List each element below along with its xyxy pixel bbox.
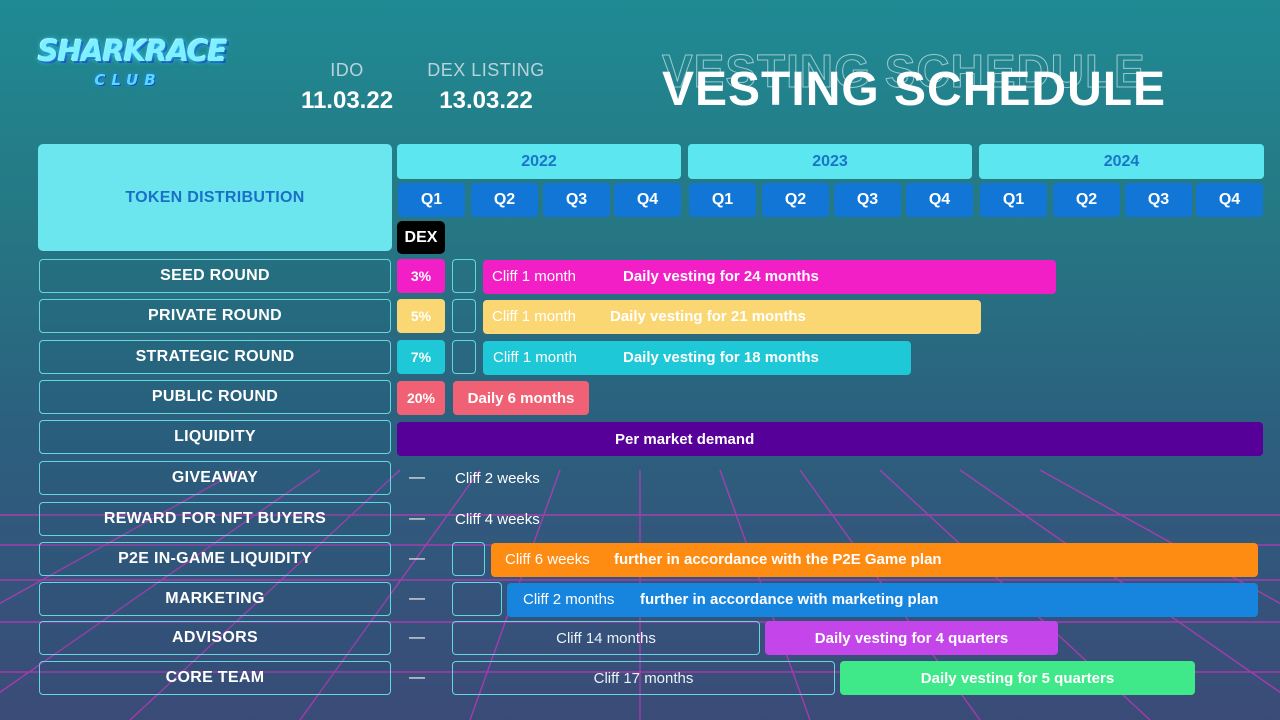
seed-round-vesting-text: Daily vesting for 24 months [623,268,819,285]
quarter-2022-q3: Q3 [543,183,610,217]
page-title: VESTING SCHEDULE [662,63,1167,116]
p2e-vesting-bar: Cliff 6 weeks further in accordance with… [491,543,1258,577]
strategic-round-vesting-text: Daily vesting for 18 months [623,349,819,366]
quarter-2023-q4: Q4 [906,183,973,217]
nft-buyers-dash: — [409,510,425,527]
giveaway-cliff-text: Cliff 2 weeks [455,470,540,487]
p2e-cliff-text: Cliff 6 weeks [505,551,590,568]
row-label-p2e-in-game-liquidity: P2E IN-GAME LIQUIDITY [39,542,391,576]
public-round-percent-badge: 20% [397,381,445,415]
ido-date: 11.03.22 [300,87,394,114]
marketing-cliff-text: Cliff 2 months [523,591,615,608]
private-round-percent-badge: 5% [397,299,445,333]
quarter-2024-q4: Q4 [1196,183,1263,217]
quarter-2022-q2: Q2 [471,183,538,217]
quarter-2022-q4: Q4 [614,183,681,217]
dex-listing-label: DEX LISTING [427,60,545,80]
ido-date-block: IDO 11.03.22 [296,60,398,115]
row-label-advisors: ADVISORS [39,621,391,655]
quarter-2024-q3: Q3 [1125,183,1192,217]
year-2022-header: 2022 [397,144,681,179]
seed-round-cliff-text: Cliff 1 month [492,268,576,285]
marketing-vesting-text: further in accordance with marketing pla… [640,591,939,608]
private-round-cliff-text: Cliff 1 month [492,308,576,325]
row-label-marketing: MARKETING [39,582,391,616]
core-team-cliff-box: Cliff 17 months [452,661,835,695]
title-outline-echo: VESTING SCHEDULE [662,45,1146,98]
token-distribution-label: TOKEN DISTRIBUTION [125,188,305,206]
strategic-round-percent-badge: 7% [397,340,445,374]
seed-round-vesting-bar: Cliff 1 month Daily vesting for 24 month… [483,260,1056,294]
liquidity-vesting-bar: Per market demand [397,422,1263,456]
row-label-strategic-round: STRATEGIC ROUND [39,340,391,374]
p2e-dash: — [409,550,425,567]
advisors-vesting-bar: Daily vesting for 4 quarters [765,621,1058,655]
quarter-2024-q1: Q1 [980,183,1047,217]
row-label-reward-for-nft-buyers: REWARD FOR NFT BUYERS [39,502,391,536]
marketing-dash: — [409,590,425,607]
giveaway-dash: — [409,469,425,486]
quarter-2022-q1: Q1 [398,183,465,217]
p2e-vesting-text: further in accordance with the P2E Game … [614,551,942,568]
core-team-vesting-bar: Daily vesting for 5 quarters [840,661,1195,695]
quarter-2023-q1: Q1 [689,183,756,217]
year-2024-header: 2024 [979,144,1264,179]
private-round-vesting-text: Daily vesting for 21 months [610,308,806,325]
quarter-2023-q2: Q2 [762,183,829,217]
token-distribution-header: TOKEN DISTRIBUTION [38,144,392,251]
strategic-round-cliff-text: Cliff 1 month [493,349,577,366]
public-round-vesting-bar: Daily 6 months [453,381,589,415]
dex-listing-marker: DEX [397,221,445,254]
advisors-dash: — [409,629,425,646]
strategic-round-cliff-slot [452,340,476,374]
row-label-private-round: PRIVATE ROUND [39,299,391,333]
core-team-dash: — [409,669,425,686]
row-label-core-team: CORE TEAM [39,661,391,695]
marketing-cliff-slot [452,582,502,616]
quarter-2024-q2: Q2 [1053,183,1120,217]
strategic-round-vesting-bar: Cliff 1 month Daily vesting for 18 month… [483,341,911,375]
row-label-seed-round: SEED ROUND [39,259,391,293]
row-label-giveaway: GIVEAWAY [39,461,391,495]
sharkrace-club-logo: SHARKRACE CLUB [38,34,227,96]
quarter-2023-q3: Q3 [834,183,901,217]
p2e-cliff-slot [452,542,485,576]
seed-round-percent-badge: 3% [397,259,445,293]
row-label-liquidity: LIQUIDITY [39,420,391,454]
dex-listing-date: 13.03.22 [439,87,533,114]
private-round-vesting-bar: Cliff 1 month Daily vesting for 21 month… [483,300,981,334]
seed-round-cliff-slot [452,259,476,293]
logo-subtext: CLUB [94,71,162,89]
dex-listing-date-block: DEX LISTING 13.03.22 [420,60,552,115]
nft-buyers-cliff-text: Cliff 4 weeks [455,511,540,528]
advisors-cliff-box: Cliff 14 months [452,621,760,655]
private-round-cliff-slot [452,299,476,333]
logo-wordmark: SHARKRACE [38,34,227,68]
ido-label: IDO [330,60,364,80]
row-label-public-round: PUBLIC ROUND [39,380,391,414]
marketing-vesting-bar: Cliff 2 months further in accordance wit… [507,583,1258,617]
year-2023-header: 2023 [688,144,972,179]
